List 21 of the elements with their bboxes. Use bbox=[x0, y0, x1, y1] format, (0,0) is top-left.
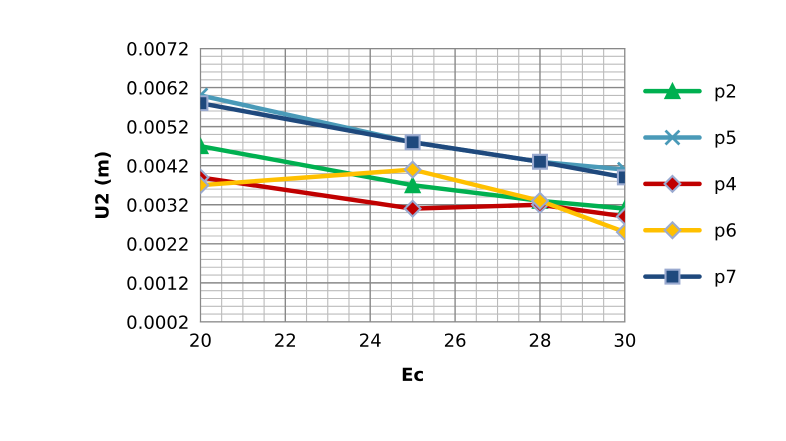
legend-label: p6 bbox=[716, 223, 736, 240]
x-tick-label: 26 bbox=[444, 333, 466, 348]
y-tick-label: 0.0002 bbox=[127, 315, 188, 330]
x-tick-label: 22 bbox=[275, 333, 295, 347]
x-tick-label: 30 bbox=[614, 333, 636, 348]
x-axis-title: Ec bbox=[402, 368, 423, 382]
x-tick-label: 24 bbox=[360, 333, 381, 347]
y-tick-label: 0.0032 bbox=[127, 198, 188, 212]
y-axis-title: U2 (m) bbox=[94, 152, 111, 218]
y-tick-label: 0.0012 bbox=[127, 276, 188, 290]
legend-label: p7 bbox=[716, 270, 736, 287]
legend-label: p2 bbox=[716, 84, 736, 102]
y-tick-label: 0.0072 bbox=[127, 42, 188, 56]
x-tick-label: 20 bbox=[190, 333, 211, 348]
y-tick-label: 0.0062 bbox=[127, 81, 188, 95]
legend-label: p4 bbox=[716, 177, 736, 194]
legend-label: p5 bbox=[716, 130, 736, 148]
y-tick-label: 0.0052 bbox=[127, 120, 188, 134]
y-tick-label: 0.0042 bbox=[127, 159, 188, 173]
x-tick-label: 28 bbox=[530, 333, 550, 348]
y-tick-label: 0.0022 bbox=[127, 237, 188, 251]
